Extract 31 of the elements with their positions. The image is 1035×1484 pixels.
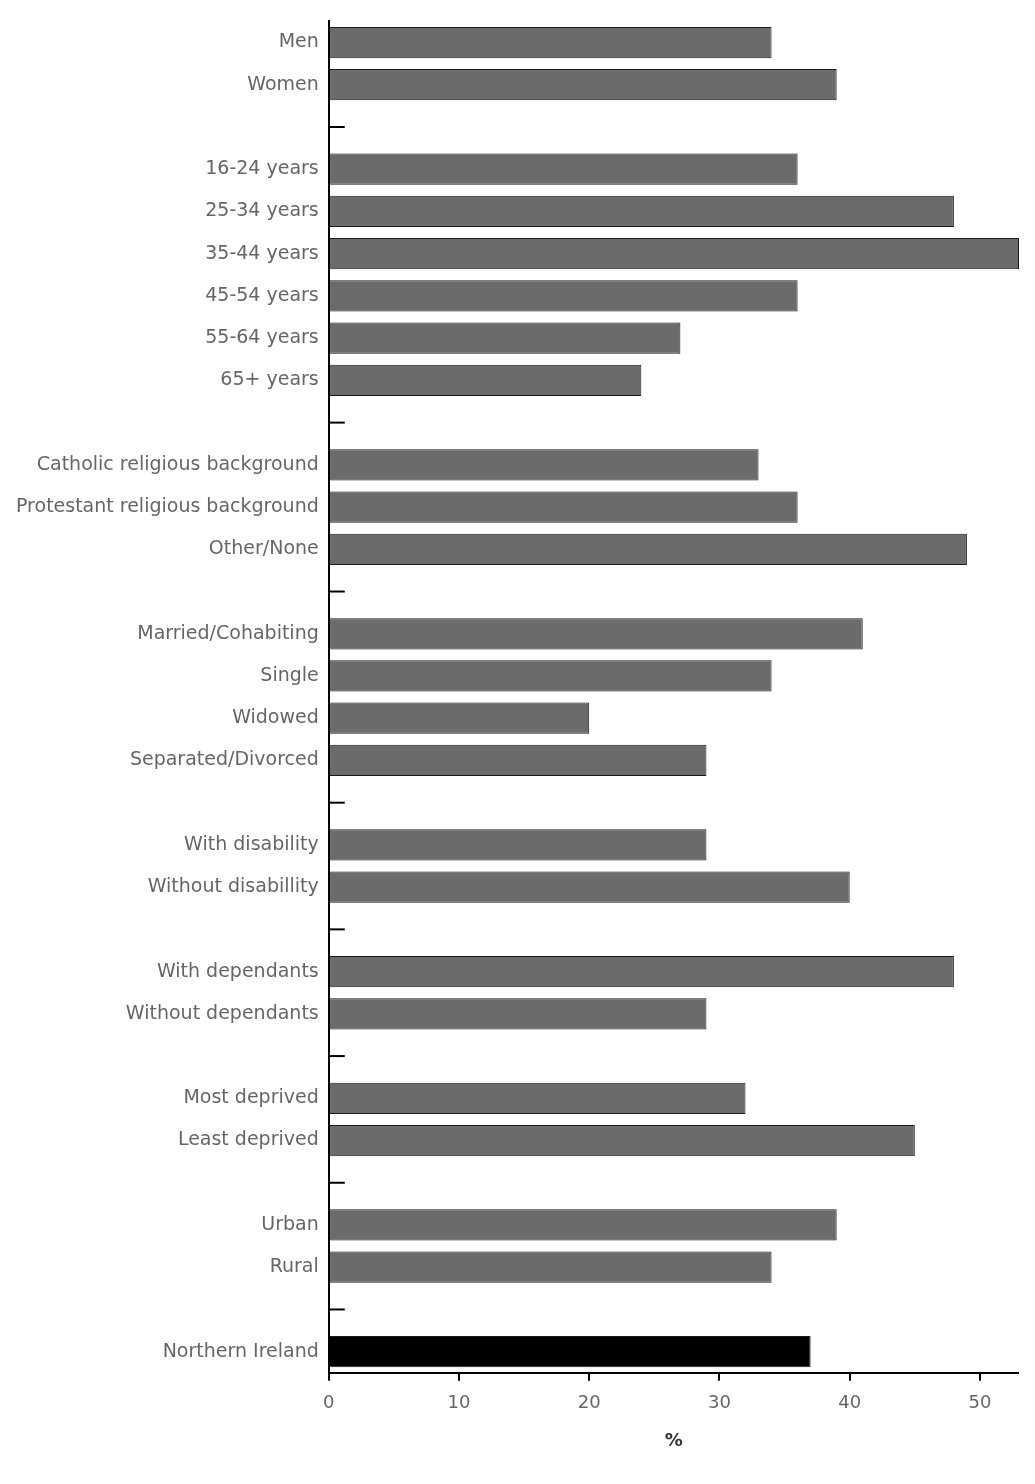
y-tick-label: Without dependants: [125, 1000, 319, 1023]
y-tick-label: 45-54 years: [205, 282, 319, 305]
y-tick-label: Widowed: [232, 705, 319, 728]
y-tick-label: 55-64 years: [205, 325, 319, 348]
y-tick-label: Separated/Divorced: [129, 747, 319, 770]
y-tick-label: Single: [260, 662, 319, 685]
y-tick-label: Northern Ireland: [162, 1338, 319, 1361]
y-tick-label: Married/Cohabiting: [137, 620, 319, 643]
x-tick-label: 20: [577, 1391, 601, 1413]
y-tick-label: 65+ years: [220, 367, 319, 390]
y-tick-label: Protestant religious background: [15, 494, 319, 516]
y-tick-label: Rural: [269, 1254, 319, 1277]
x-tick-label: 50: [968, 1391, 992, 1413]
y-tick-label: 25-34 years: [205, 198, 319, 221]
x-tick-label: 30: [708, 1391, 731, 1413]
y-tick-label: With dependants: [156, 958, 319, 981]
y-tick-label: Urban: [261, 1211, 319, 1234]
x-tick-label: 40: [838, 1391, 862, 1413]
y-tick-label: Other/None: [208, 536, 319, 559]
x-tick-label: 10: [447, 1391, 471, 1413]
x-tick-label: 0: [323, 1391, 335, 1413]
y-tick-label: Catholic religious background: [36, 451, 319, 474]
y-tick-label: With disability: [184, 831, 319, 854]
y-tick-label: Women: [247, 71, 319, 94]
y-tick-label: Least deprived: [177, 1127, 319, 1150]
y-tick-label: Men: [278, 29, 319, 52]
y-tick-label: Most deprived: [183, 1085, 319, 1108]
y-tick-label: 16-24 years: [205, 156, 319, 179]
y-tick-label: 35-44 years: [205, 240, 319, 263]
y-tick-label: Without disabillity: [147, 874, 319, 897]
x-axis-title: %: [664, 1428, 683, 1450]
